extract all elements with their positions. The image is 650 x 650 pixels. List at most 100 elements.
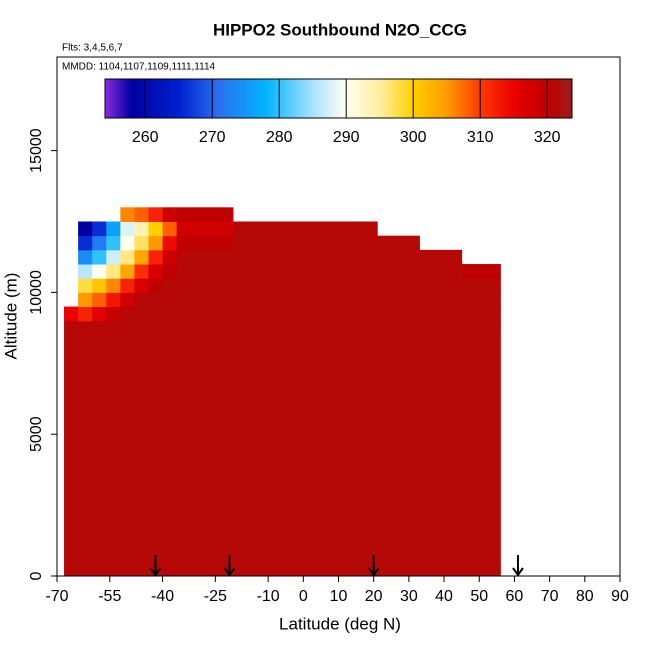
cell xyxy=(176,264,234,279)
cell xyxy=(64,306,79,322)
x-tick-label: -40 xyxy=(151,588,174,605)
y-tick-label: 0 xyxy=(28,571,45,580)
cell xyxy=(176,320,234,577)
cell xyxy=(92,264,107,279)
cell xyxy=(232,264,304,279)
y-tick-label: 5000 xyxy=(28,416,45,452)
x-tick-label: 30 xyxy=(400,588,418,605)
cell xyxy=(120,292,135,308)
cell xyxy=(303,278,378,293)
y-axis-label: Altitude (m) xyxy=(1,273,20,360)
cell xyxy=(232,320,304,577)
x-axis-label: Latitude (deg N) xyxy=(279,614,401,633)
cell xyxy=(106,235,121,251)
cell xyxy=(148,292,164,308)
cell xyxy=(303,235,378,251)
cell xyxy=(419,320,463,577)
x-tick-label: 90 xyxy=(611,588,629,605)
cell xyxy=(106,221,121,237)
cell xyxy=(377,264,420,279)
cell xyxy=(92,249,107,265)
cell xyxy=(461,278,501,293)
cell xyxy=(148,306,164,322)
x-tick-label: 70 xyxy=(541,588,559,605)
cell xyxy=(120,235,135,251)
cell xyxy=(78,235,93,251)
cell xyxy=(377,292,420,308)
cell xyxy=(461,320,501,577)
cell xyxy=(232,306,304,322)
cell xyxy=(176,221,234,237)
cell xyxy=(120,249,135,265)
cell xyxy=(78,249,93,265)
cell xyxy=(162,249,178,265)
cell xyxy=(134,306,149,322)
cell xyxy=(78,292,93,308)
cell xyxy=(176,207,234,222)
x-tick-label: -25 xyxy=(204,588,227,605)
cell xyxy=(461,306,501,322)
cell xyxy=(148,207,164,222)
cell xyxy=(419,264,463,279)
arrow xyxy=(149,555,162,577)
x-tick-label: -10 xyxy=(257,588,280,605)
cell xyxy=(120,306,135,322)
cell xyxy=(106,278,121,293)
cell xyxy=(148,278,164,293)
x-tick-label: 10 xyxy=(330,588,348,605)
cell xyxy=(461,264,501,279)
cell xyxy=(106,264,121,279)
cell xyxy=(64,320,79,577)
cell xyxy=(303,320,378,577)
cell xyxy=(106,249,121,265)
cell xyxy=(162,221,178,237)
x-tick-label: -55 xyxy=(98,588,121,605)
arrow xyxy=(223,555,236,577)
cell xyxy=(419,249,463,265)
cell xyxy=(419,278,463,293)
x-tick-label: 60 xyxy=(506,588,524,605)
x-tick-label: 0 xyxy=(299,588,308,605)
cell xyxy=(176,306,234,322)
cell xyxy=(303,292,378,308)
cell xyxy=(106,306,121,322)
cell xyxy=(303,306,378,322)
cell xyxy=(134,320,149,577)
cell xyxy=(162,306,178,322)
cell xyxy=(377,278,420,293)
colorbar-tick-label: 280 xyxy=(266,129,293,146)
cell xyxy=(120,207,135,222)
cell xyxy=(162,207,178,222)
cell xyxy=(232,292,304,308)
cell xyxy=(120,264,135,279)
cell xyxy=(92,320,107,577)
cell xyxy=(162,320,178,577)
colorbar-tick-label: 270 xyxy=(199,129,226,146)
colorbar-tick-label: 300 xyxy=(400,129,427,146)
cell xyxy=(232,235,304,251)
cell xyxy=(162,292,178,308)
cell xyxy=(148,235,164,251)
cell xyxy=(134,207,149,222)
cell xyxy=(134,264,149,279)
cell xyxy=(303,249,378,265)
cell xyxy=(176,292,234,308)
cell xyxy=(232,249,304,265)
cell xyxy=(92,278,107,293)
y-tick-label: 10000 xyxy=(28,270,45,315)
x-tick-label: -70 xyxy=(45,588,68,605)
cell xyxy=(461,292,501,308)
cell xyxy=(377,320,420,577)
cell xyxy=(134,235,149,251)
x-tick-label: 50 xyxy=(470,588,488,605)
cell xyxy=(148,264,164,279)
cell xyxy=(176,278,234,293)
cell xyxy=(92,292,107,308)
cell xyxy=(303,221,378,237)
cell xyxy=(303,264,378,279)
cell xyxy=(134,278,149,293)
colorbar-tick-label: 320 xyxy=(534,129,561,146)
cell xyxy=(78,221,93,237)
x-tick-label: 80 xyxy=(576,588,594,605)
cell xyxy=(120,278,135,293)
